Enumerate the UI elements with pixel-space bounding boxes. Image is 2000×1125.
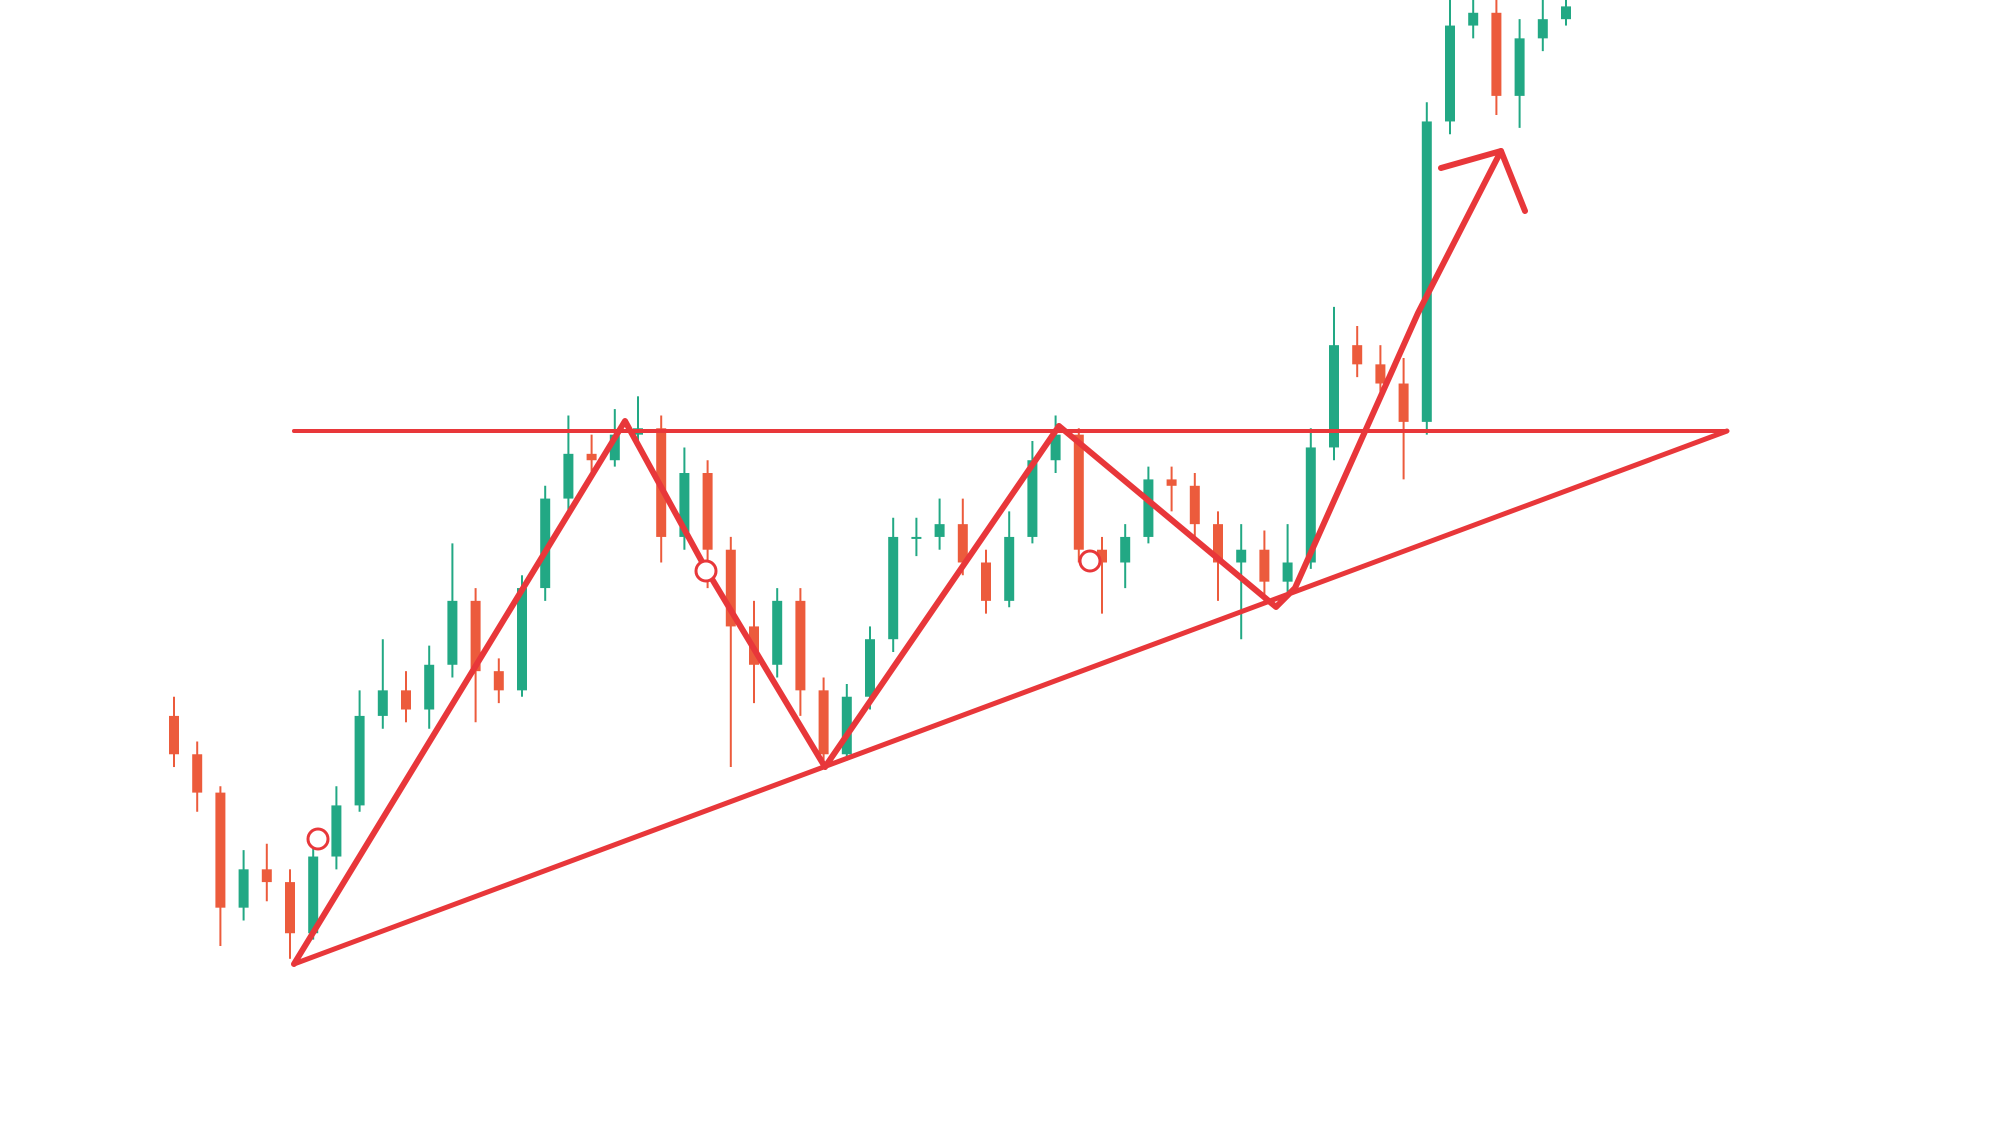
candle-body (331, 805, 342, 857)
candle-body (841, 696, 852, 755)
candle-body (772, 600, 783, 665)
candle-body (1189, 485, 1200, 525)
candle-body (1073, 434, 1084, 550)
candle-body (1213, 524, 1223, 563)
candle-body (1352, 345, 1363, 365)
candle-body (1259, 549, 1270, 582)
candles (169, 0, 1571, 959)
marker (694, 559, 718, 583)
candle-body (1004, 536, 1015, 601)
candle-body (725, 549, 736, 627)
candle-body (1468, 12, 1479, 26)
pattern (291, 148, 1730, 967)
candle-body (702, 473, 713, 550)
candle-body (1398, 383, 1409, 422)
candle-body (957, 524, 968, 563)
candle-body (1143, 479, 1154, 537)
candle-body (981, 562, 991, 601)
candle-body (1491, 12, 1502, 96)
candle-body (1120, 536, 1131, 563)
candle-body (679, 473, 690, 537)
candle-body (447, 600, 458, 665)
candle-body (934, 524, 945, 537)
candle-body (1282, 562, 1293, 582)
candle-body (1236, 549, 1247, 563)
zigzag (291, 148, 1504, 967)
candle-body (215, 792, 226, 908)
candle-body (377, 690, 388, 716)
candle-body (1027, 460, 1038, 537)
candle-body (911, 536, 922, 539)
candle-body (401, 690, 411, 710)
candle-body (540, 498, 551, 589)
candle-body (1537, 19, 1548, 39)
candle-body (1445, 25, 1455, 122)
candle-body (1421, 121, 1432, 422)
candle-body (563, 453, 574, 499)
candle-body (517, 588, 527, 691)
candle-body (1561, 6, 1571, 20)
candle-body (865, 639, 875, 697)
candle-body (1375, 364, 1386, 384)
candle-body (818, 690, 829, 755)
support-line (291, 428, 1730, 967)
candle-body (1097, 549, 1107, 563)
candle-body (285, 882, 295, 934)
candle-body (354, 715, 365, 806)
candle-body (169, 715, 179, 755)
candle-body (1514, 38, 1525, 96)
candle-body (1329, 345, 1339, 448)
candle-body (261, 869, 272, 883)
candle-body (308, 856, 319, 934)
candle-body (424, 664, 435, 710)
candle-body (1166, 479, 1177, 486)
candle-body (1305, 447, 1316, 563)
candle-body (493, 671, 504, 691)
candle-body (470, 600, 481, 672)
candle-body (609, 434, 620, 461)
candle-body (795, 600, 806, 691)
arrow-head (1438, 148, 1528, 214)
candle-body (192, 754, 203, 793)
candle-body (238, 869, 249, 908)
marker (1078, 549, 1102, 573)
candle-body (586, 453, 597, 461)
marker (306, 827, 330, 851)
candle-body (1050, 434, 1061, 461)
candle-body (888, 536, 899, 640)
